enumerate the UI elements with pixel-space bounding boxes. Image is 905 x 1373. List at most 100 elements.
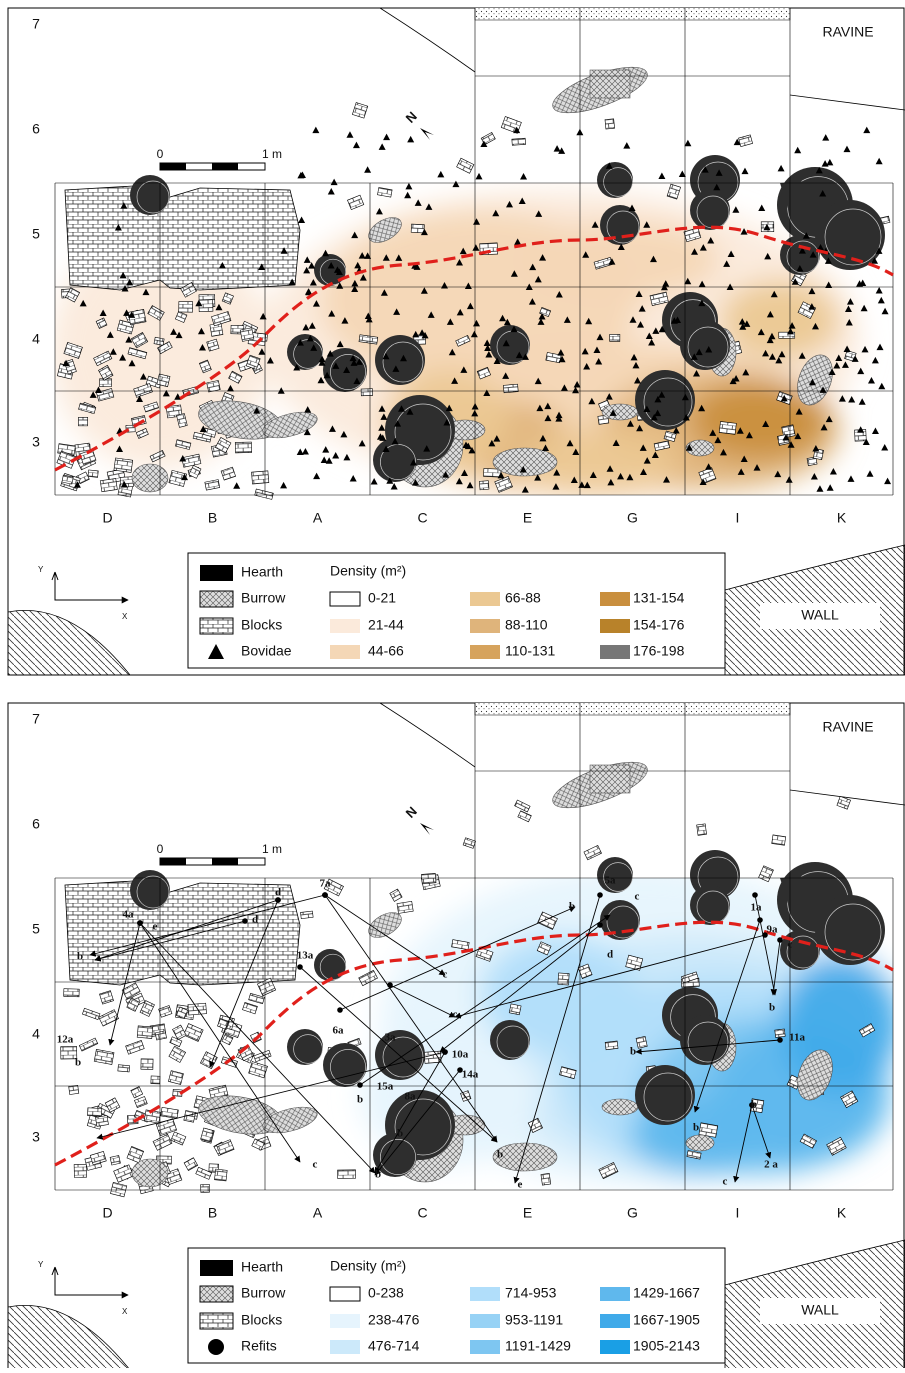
- row-label: 3: [32, 1129, 40, 1145]
- block: [201, 1184, 210, 1192]
- burrow: [590, 70, 630, 98]
- row-label: 4: [32, 331, 40, 347]
- block: [301, 911, 314, 919]
- refit-label: b: [569, 901, 575, 913]
- axis-y: Y: [38, 1260, 44, 1269]
- refit-label: c: [313, 1159, 318, 1171]
- ravine-label: RAVINE: [822, 24, 873, 40]
- hearth: [314, 254, 346, 286]
- density-swatch: [330, 1340, 360, 1354]
- scale-bar-segment: [160, 858, 186, 865]
- refit-label: 11a: [789, 1032, 805, 1044]
- column-label: D: [102, 510, 112, 526]
- column-label: G: [627, 1205, 638, 1221]
- block: [636, 1036, 647, 1048]
- refit-dot: [387, 982, 393, 988]
- burrow: [602, 1099, 638, 1115]
- density-swatch: [600, 645, 630, 659]
- burrow: [602, 404, 638, 420]
- refit-label: c: [788, 939, 793, 951]
- refit-dot: [242, 918, 248, 924]
- density-title: Density (m²): [330, 563, 406, 579]
- axis-x: X: [122, 1307, 128, 1316]
- refit-label: d: [607, 949, 613, 961]
- column-label: A: [313, 510, 323, 526]
- density-swatch: [600, 1340, 630, 1354]
- density-class: 1905-2143: [633, 1338, 700, 1354]
- refit-label: c: [635, 891, 640, 903]
- density-swatch: [330, 1314, 360, 1328]
- refit-label: c: [723, 1176, 728, 1188]
- column-label: E: [523, 1205, 532, 1221]
- refit-label: e: [153, 921, 158, 933]
- scale-start: 0: [157, 147, 164, 161]
- density-swatch: [330, 592, 360, 606]
- refit-label: b: [397, 1128, 403, 1140]
- block: [141, 1059, 153, 1070]
- density-class: 154-176: [633, 617, 685, 633]
- block: [240, 328, 254, 342]
- block: [503, 384, 518, 393]
- block: [214, 1169, 227, 1181]
- density-class: 1667-1905: [633, 1312, 700, 1328]
- refit-dot: [777, 1037, 783, 1043]
- panel: RAVINEWALL7add4aeb13a6a3a12abcc10a14a15a…: [8, 703, 905, 1368]
- block: [95, 1116, 108, 1127]
- density-swatch: [600, 592, 630, 606]
- refit-label: b: [75, 1057, 81, 1069]
- refit-label: b: [630, 1046, 636, 1058]
- wall-label: WALL: [801, 1302, 839, 1318]
- column-label: I: [736, 1205, 740, 1221]
- block: [69, 1085, 79, 1094]
- refit-dot: [337, 1007, 343, 1013]
- legend-item: Hearth: [241, 1259, 283, 1275]
- density-class: 110-131: [505, 643, 556, 659]
- block: [179, 302, 193, 313]
- column-label: C: [417, 1205, 427, 1221]
- refit-label: b: [357, 1094, 363, 1106]
- scale-bar-segment: [212, 163, 238, 170]
- block: [509, 1004, 521, 1015]
- block: [157, 374, 170, 387]
- density-class: 714-953: [505, 1285, 557, 1301]
- block: [64, 989, 80, 997]
- block: [605, 1041, 618, 1050]
- axis-y: Y: [38, 565, 44, 574]
- block: [110, 1155, 120, 1165]
- block: [719, 421, 736, 434]
- scale-bar-segment: [160, 163, 186, 170]
- block: [87, 1108, 101, 1116]
- refit-dot: [752, 892, 758, 898]
- row-label: 4: [32, 1026, 40, 1042]
- density-class: 88-110: [505, 617, 548, 633]
- block: [338, 1170, 356, 1179]
- scale-start: 0: [157, 842, 164, 856]
- refit-label: d: [252, 914, 258, 926]
- density-swatch: [470, 619, 500, 633]
- refit-label: c: [443, 969, 448, 981]
- density-class: 953-1191: [505, 1312, 563, 1328]
- refit-label: 10a: [452, 1049, 469, 1061]
- block: [137, 1026, 153, 1039]
- density-swatch: [470, 1340, 500, 1354]
- burrow: [132, 464, 168, 492]
- block: [479, 481, 489, 490]
- density-swatch: [470, 1314, 500, 1328]
- density-zone: [780, 955, 900, 1095]
- column-label: E: [523, 510, 532, 526]
- block: [772, 835, 786, 845]
- block: [251, 471, 268, 484]
- refit-dot: [137, 920, 143, 926]
- block: [610, 334, 620, 341]
- block: [154, 337, 164, 345]
- column-label: D: [102, 1205, 112, 1221]
- density-class: 476-714: [368, 1338, 420, 1354]
- refit-dot: [322, 892, 328, 898]
- row-label: 5: [32, 226, 40, 242]
- density-class: 1429-1667: [633, 1285, 700, 1301]
- density-swatch: [330, 645, 360, 659]
- density-swatch: [600, 1314, 630, 1328]
- burrow: [590, 765, 630, 793]
- legend-blocks: [200, 1313, 233, 1329]
- refit-label: 4a: [123, 909, 135, 921]
